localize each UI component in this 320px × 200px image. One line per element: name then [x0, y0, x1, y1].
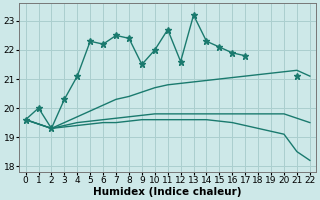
- X-axis label: Humidex (Indice chaleur): Humidex (Indice chaleur): [93, 187, 242, 197]
